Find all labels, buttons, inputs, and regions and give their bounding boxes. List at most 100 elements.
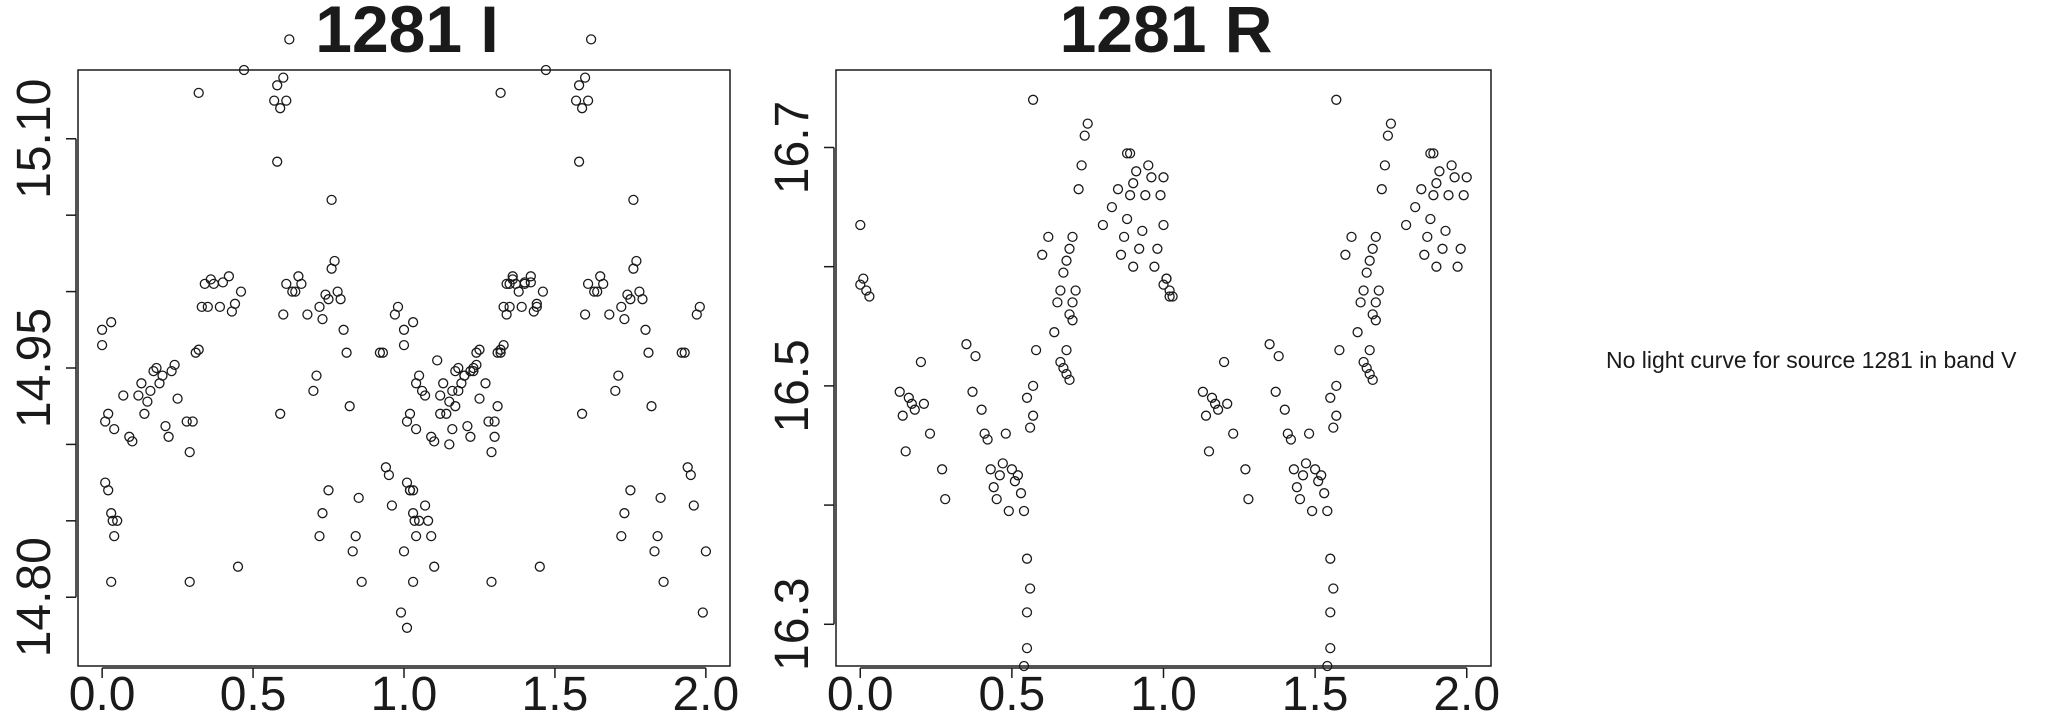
data-point	[903, 392, 914, 403]
data-point	[1428, 190, 1439, 201]
data-point	[967, 386, 978, 397]
data-point	[1313, 476, 1324, 487]
data-point	[1070, 285, 1081, 296]
y-axis-i: 14.80 14.95 15.10	[8, 79, 77, 657]
data-point	[519, 277, 530, 288]
data-point	[1106, 201, 1118, 213]
data-point	[1294, 493, 1306, 505]
data-point	[1364, 368, 1375, 380]
data-point	[1009, 476, 1021, 487]
data-point	[1137, 225, 1148, 237]
data-point	[238, 64, 250, 76]
data-point	[646, 401, 657, 412]
data-point	[281, 95, 292, 106]
data-point	[1121, 148, 1133, 159]
data-point	[214, 301, 226, 313]
data-point	[1437, 243, 1448, 254]
data-point	[145, 385, 156, 397]
data-point	[474, 393, 485, 404]
data-point	[118, 390, 129, 401]
data-point	[1325, 642, 1336, 654]
data-point	[1015, 488, 1027, 499]
data-point	[429, 436, 440, 447]
data-point	[235, 286, 247, 297]
data-point	[1273, 350, 1284, 362]
data-point	[329, 255, 340, 267]
data-point	[582, 95, 594, 106]
data-point	[109, 530, 120, 542]
data-point	[407, 508, 419, 519]
data-point	[223, 271, 235, 282]
data-point	[1155, 190, 1166, 201]
data-point	[1328, 422, 1339, 433]
data-point	[281, 278, 292, 290]
data-point	[471, 359, 482, 371]
data-point	[419, 500, 431, 511]
data-point	[413, 370, 425, 381]
plot-frame-r	[835, 69, 1492, 667]
data-point	[655, 492, 666, 504]
data-point	[1064, 309, 1075, 320]
data-point	[103, 485, 114, 496]
data-point	[410, 423, 422, 435]
data-point	[308, 385, 319, 397]
data-point	[278, 309, 289, 320]
data-point	[924, 428, 936, 439]
data-point	[585, 34, 597, 45]
data-point	[579, 309, 591, 320]
data-point	[1425, 148, 1436, 159]
data-point	[184, 576, 195, 588]
data-point	[166, 365, 177, 377]
data-points-i	[96, 34, 712, 633]
data-point	[1240, 464, 1251, 475]
data-point	[495, 344, 506, 355]
data-point	[997, 458, 1008, 469]
data-point	[151, 362, 162, 374]
data-point	[1018, 505, 1030, 517]
data-point	[1115, 249, 1127, 260]
data-point	[1000, 428, 1011, 439]
x-tick-label: 0.5	[220, 668, 287, 717]
data-point	[407, 317, 419, 328]
data-point	[576, 103, 588, 114]
data-point	[184, 446, 195, 458]
data-point	[1331, 380, 1342, 392]
data-point	[1021, 392, 1033, 403]
data-point	[1006, 464, 1018, 475]
x-tick-label: 1.0	[371, 668, 438, 717]
data-point	[480, 378, 491, 389]
data-point	[398, 546, 410, 557]
data-point	[1282, 428, 1293, 439]
data-point	[1158, 279, 1169, 290]
data-point	[688, 500, 699, 511]
data-point	[1379, 160, 1391, 171]
data-point	[232, 561, 244, 572]
data-point	[970, 350, 981, 362]
data-point	[426, 530, 437, 542]
data-point	[1146, 172, 1157, 183]
data-point	[187, 416, 198, 427]
x-tick-label: 2.0	[672, 668, 739, 717]
y-axis-r: 16.3 16.5 16.7	[766, 101, 835, 671]
data-point	[1264, 339, 1275, 350]
data-point	[516, 301, 527, 313]
data-point	[350, 530, 361, 542]
data-point	[1079, 130, 1090, 141]
data-point	[471, 347, 482, 358]
data-point	[103, 408, 114, 419]
data-point	[302, 309, 313, 320]
data-point	[1316, 470, 1327, 481]
data-point	[1037, 249, 1048, 260]
data-point	[447, 385, 458, 397]
data-point	[652, 530, 663, 542]
data-point	[994, 470, 1005, 481]
data-point	[269, 95, 280, 106]
data-point	[976, 404, 987, 415]
data-point	[450, 401, 461, 412]
x-tick-label: 1.5	[1282, 668, 1349, 717]
data-point	[906, 398, 917, 409]
data-point	[1027, 410, 1039, 421]
data-point	[314, 530, 325, 542]
data-point	[1212, 404, 1224, 415]
